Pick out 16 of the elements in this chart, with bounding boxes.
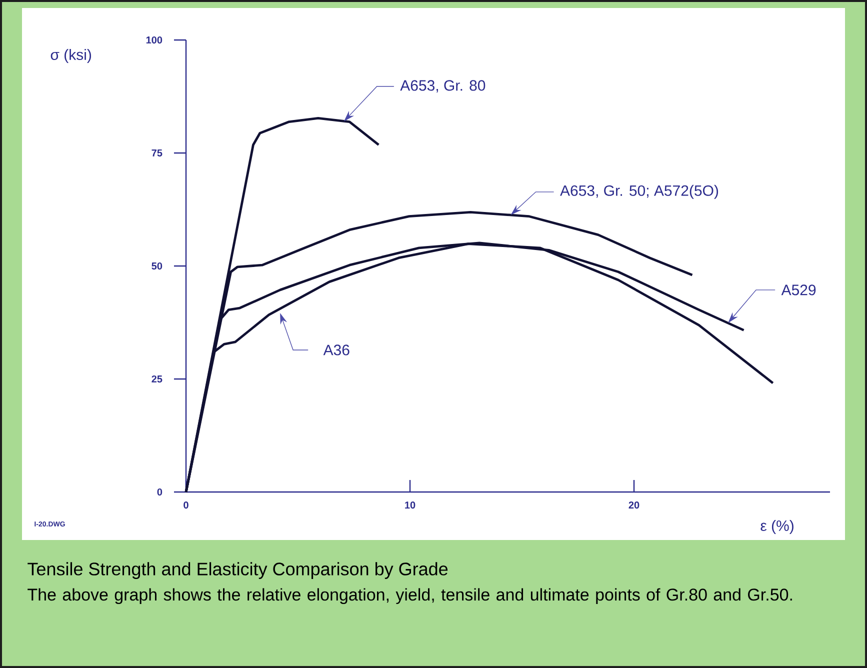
y-tick-label: 75	[152, 149, 162, 156]
x-tick-label: 10	[405, 502, 416, 509]
text: Tensile Strength and Elasticity Comparison by Grade	[28, 562, 448, 579]
y-tick-label: 50	[152, 262, 162, 270]
annotation: A653, Gr. 50; A572(5O)	[560, 184, 718, 199]
annotation: A529	[781, 284, 816, 296]
x-tick-label: 20	[628, 502, 640, 509]
y-tick-label: 25	[152, 375, 162, 383]
annotation: A653, Gr. 80	[400, 80, 486, 93]
y-tick-label: 100	[146, 36, 162, 44]
annotation: A36	[323, 344, 350, 356]
x-axis-title: ε (%)	[760, 520, 794, 534]
y-tick-label: 0	[157, 488, 162, 496]
text: The above graph shows the relative elongation, yield, tensile and ultimate points of Gr.80 and Gr.50.	[28, 588, 792, 604]
y-axis-title: σ (ksi)	[50, 49, 92, 63]
x-tick-label: 0	[184, 502, 188, 509]
